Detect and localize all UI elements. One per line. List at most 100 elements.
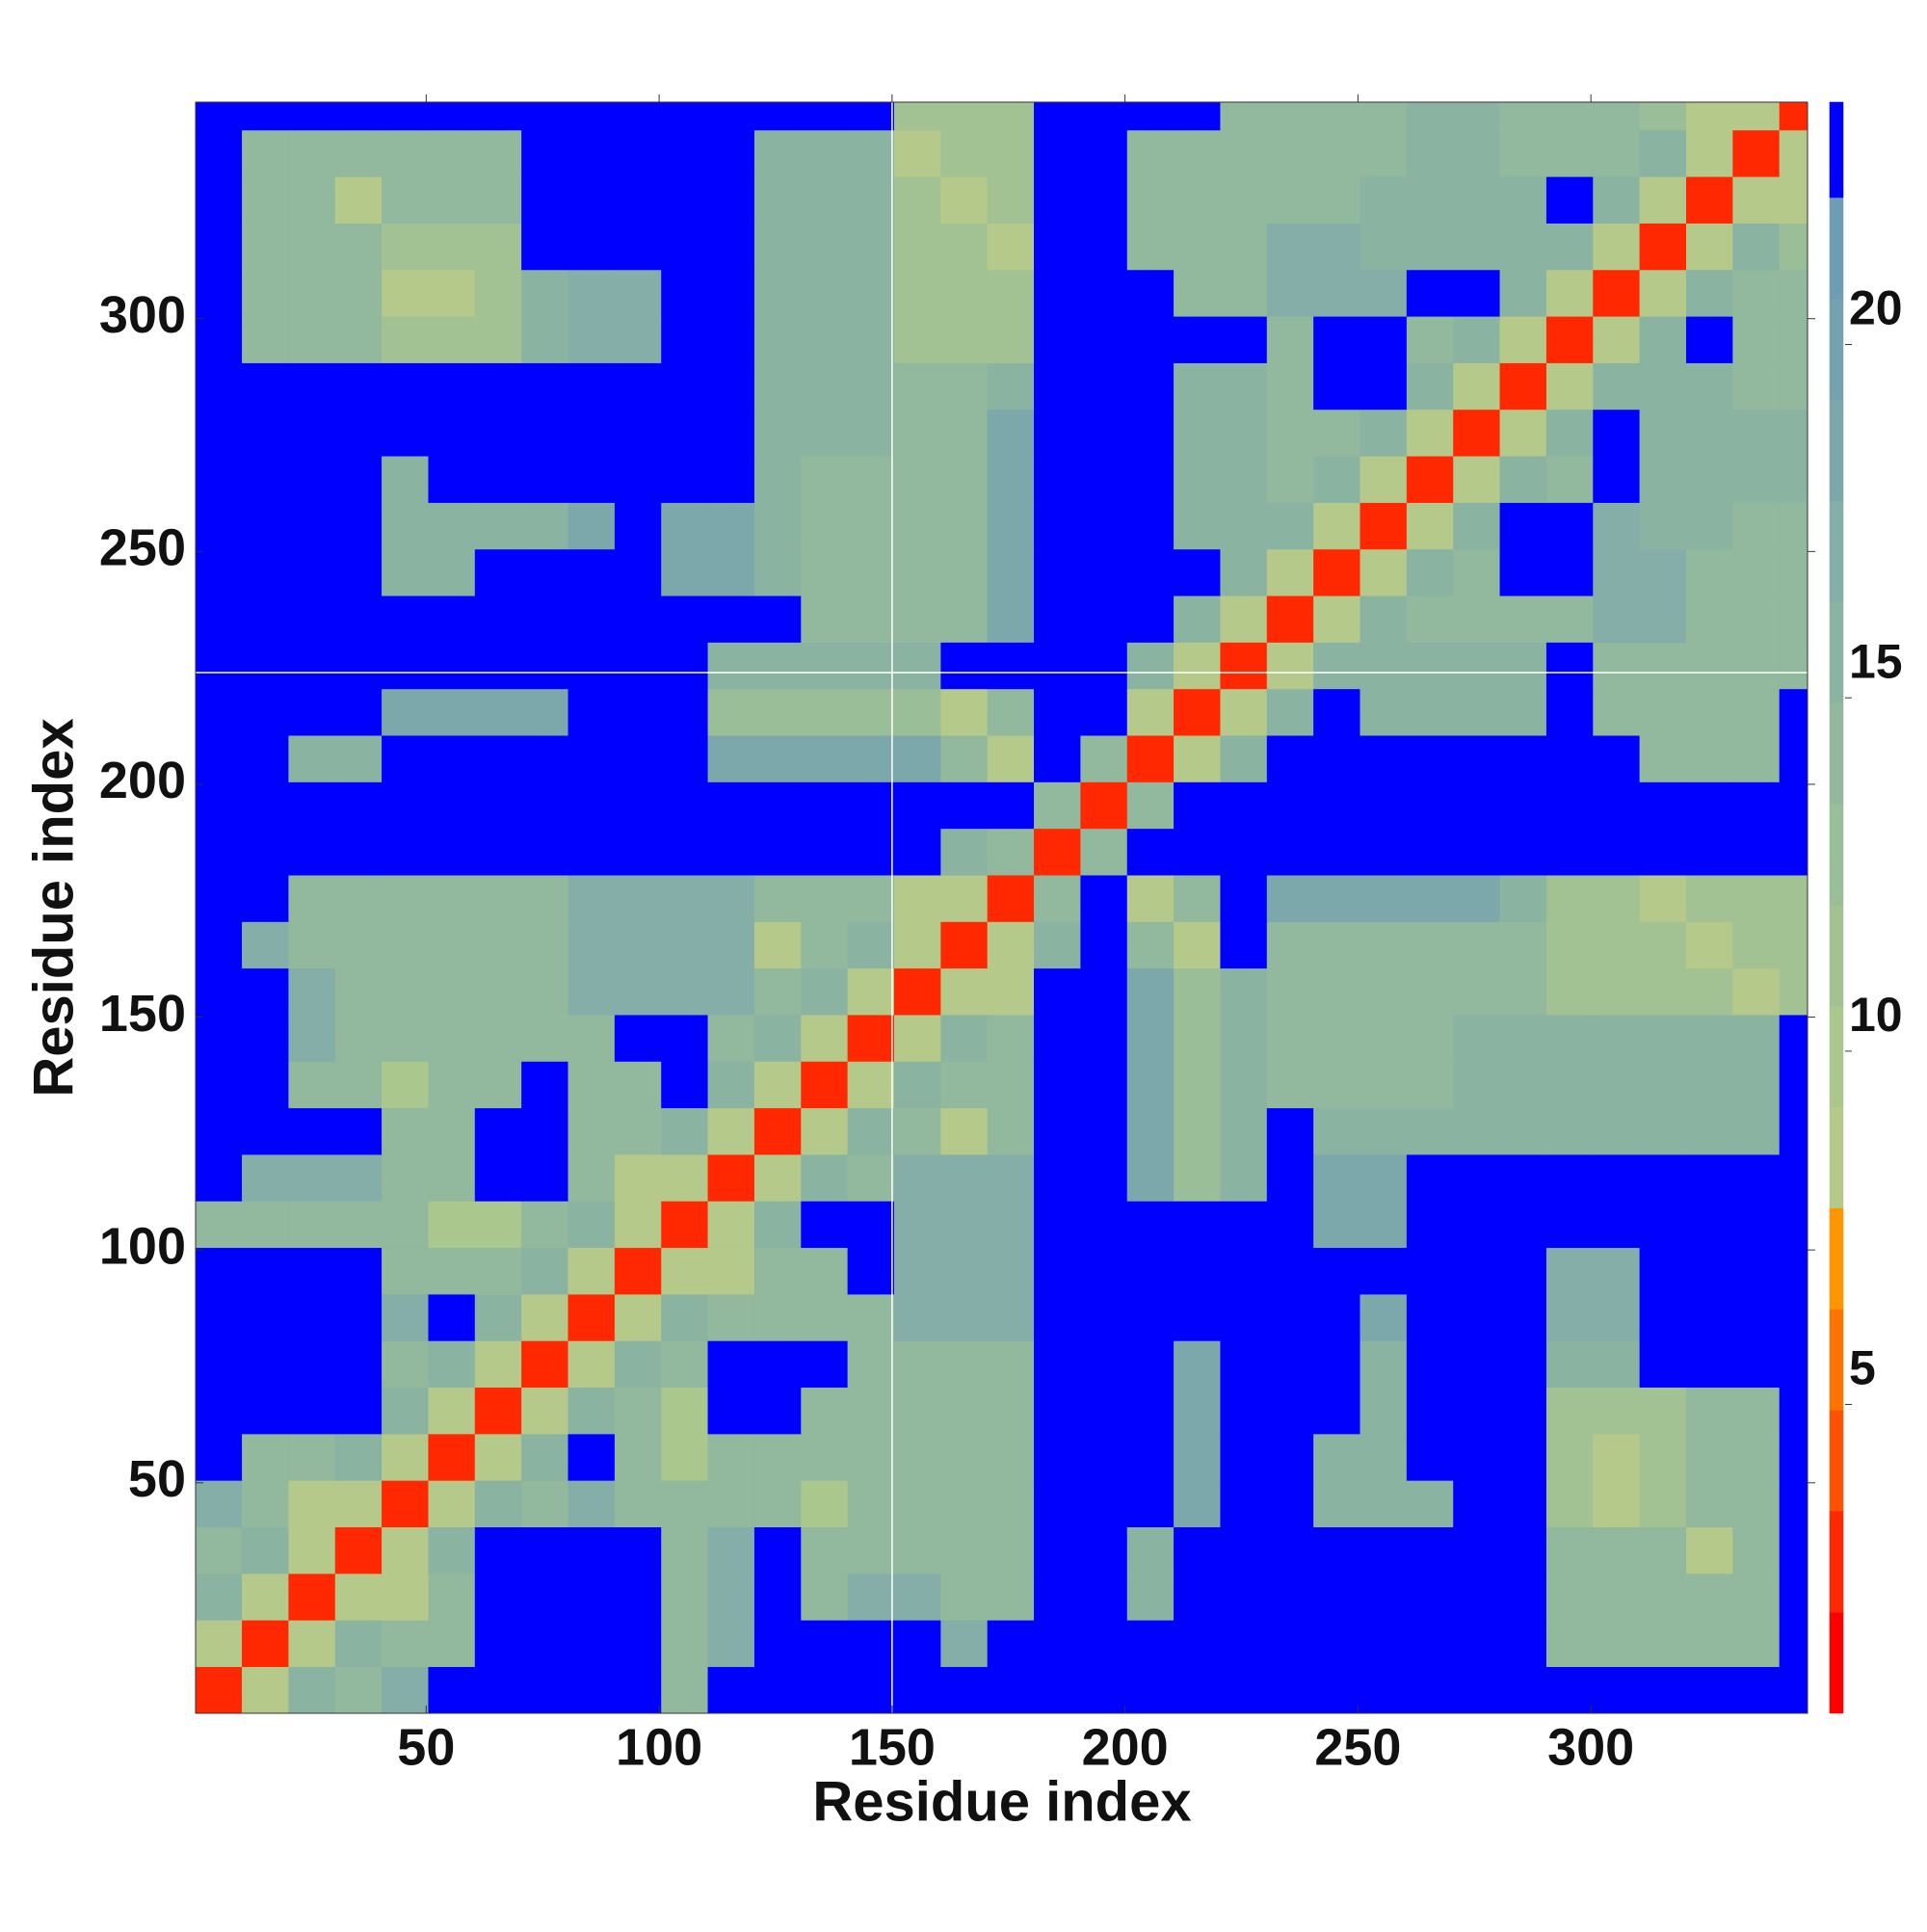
cell <box>334 874 383 922</box>
cell <box>847 874 895 922</box>
cell <box>1080 1201 1128 1249</box>
cell <box>242 1526 290 1575</box>
cell <box>195 642 243 690</box>
cell <box>940 1620 989 1667</box>
cell <box>707 642 755 690</box>
cell <box>568 1620 616 1667</box>
cell <box>1406 315 1454 363</box>
cell <box>893 1107 941 1155</box>
y-tick-label: 250 <box>99 519 186 577</box>
cell <box>614 223 662 271</box>
cell <box>1639 1666 1687 1714</box>
cell <box>801 101 849 131</box>
cell <box>334 315 383 363</box>
cell <box>242 1107 290 1155</box>
cell <box>1359 1573 1408 1621</box>
cell <box>1034 1293 1081 1341</box>
cell <box>1685 315 1733 363</box>
cell <box>428 1387 476 1435</box>
cell <box>568 315 616 363</box>
cell <box>1593 595 1641 643</box>
cell <box>1406 1387 1454 1435</box>
cell <box>1593 1526 1641 1575</box>
cell <box>801 1340 849 1389</box>
cell <box>474 828 522 876</box>
cell <box>1639 921 1687 969</box>
cell <box>847 1387 895 1435</box>
cell <box>1593 1573 1641 1621</box>
cell <box>1220 223 1268 271</box>
y-tick-label: 100 <box>99 1217 186 1275</box>
overlay: 50 100 150 200 250 300 50 100 150 200 250 300 <box>99 94 1815 1776</box>
cell <box>1174 688 1222 736</box>
cell <box>753 1340 802 1389</box>
cell <box>1313 967 1361 1016</box>
cell <box>1359 1014 1408 1062</box>
cell <box>334 176 383 224</box>
cell <box>1359 223 1408 271</box>
cell <box>753 1526 802 1575</box>
cell <box>242 1247 290 1295</box>
cell <box>195 1666 243 1714</box>
cell <box>474 176 522 224</box>
cell <box>1499 548 1547 596</box>
cell <box>1685 548 1733 596</box>
cell <box>1313 409 1361 457</box>
cell <box>521 921 569 969</box>
cell <box>1080 1340 1128 1389</box>
cell <box>1453 315 1501 363</box>
cell <box>1034 1061 1081 1109</box>
cell <box>893 734 941 782</box>
cell <box>801 223 849 271</box>
cell <box>1359 688 1408 736</box>
cell <box>1359 1340 1408 1389</box>
cell <box>1359 1293 1408 1341</box>
cell <box>288 101 336 131</box>
cell <box>474 455 522 503</box>
cell <box>753 1107 802 1155</box>
cell <box>1266 1573 1314 1621</box>
cell <box>893 548 941 596</box>
cell <box>753 874 802 922</box>
cell <box>1453 455 1501 503</box>
cell <box>1126 1573 1175 1621</box>
cell <box>987 1107 1035 1155</box>
cell <box>1034 1387 1081 1435</box>
cell <box>1174 595 1222 643</box>
cell <box>1126 1107 1175 1155</box>
cell <box>521 1014 569 1062</box>
cell <box>987 1153 1035 1202</box>
cell <box>1639 176 1687 224</box>
cell <box>987 1433 1035 1481</box>
cell <box>1220 1573 1268 1621</box>
cell <box>1359 455 1408 503</box>
cell <box>334 1014 383 1062</box>
cell <box>1499 129 1547 177</box>
cell <box>1593 362 1641 410</box>
cell <box>1685 129 1733 177</box>
cell <box>1126 1247 1175 1295</box>
cell <box>1639 1014 1687 1062</box>
cell <box>1266 1247 1314 1295</box>
cell <box>1220 409 1268 457</box>
cell <box>521 223 569 271</box>
cell <box>1779 781 1808 830</box>
cell <box>893 688 941 736</box>
cell <box>1593 688 1641 736</box>
cell <box>707 362 755 410</box>
colorbar-level <box>1829 1511 1844 1613</box>
cell <box>428 1573 476 1621</box>
cell <box>801 595 849 643</box>
cell <box>1220 1387 1268 1435</box>
cell <box>1313 176 1361 224</box>
cell <box>614 1573 662 1621</box>
cell <box>1593 129 1641 177</box>
cell <box>1545 642 1594 690</box>
cell <box>1080 1480 1128 1528</box>
cell <box>195 1480 243 1528</box>
cell <box>242 1293 290 1341</box>
cell <box>1639 1620 1687 1667</box>
cell <box>428 548 476 596</box>
cell <box>1499 874 1547 922</box>
cell <box>1174 1201 1222 1249</box>
